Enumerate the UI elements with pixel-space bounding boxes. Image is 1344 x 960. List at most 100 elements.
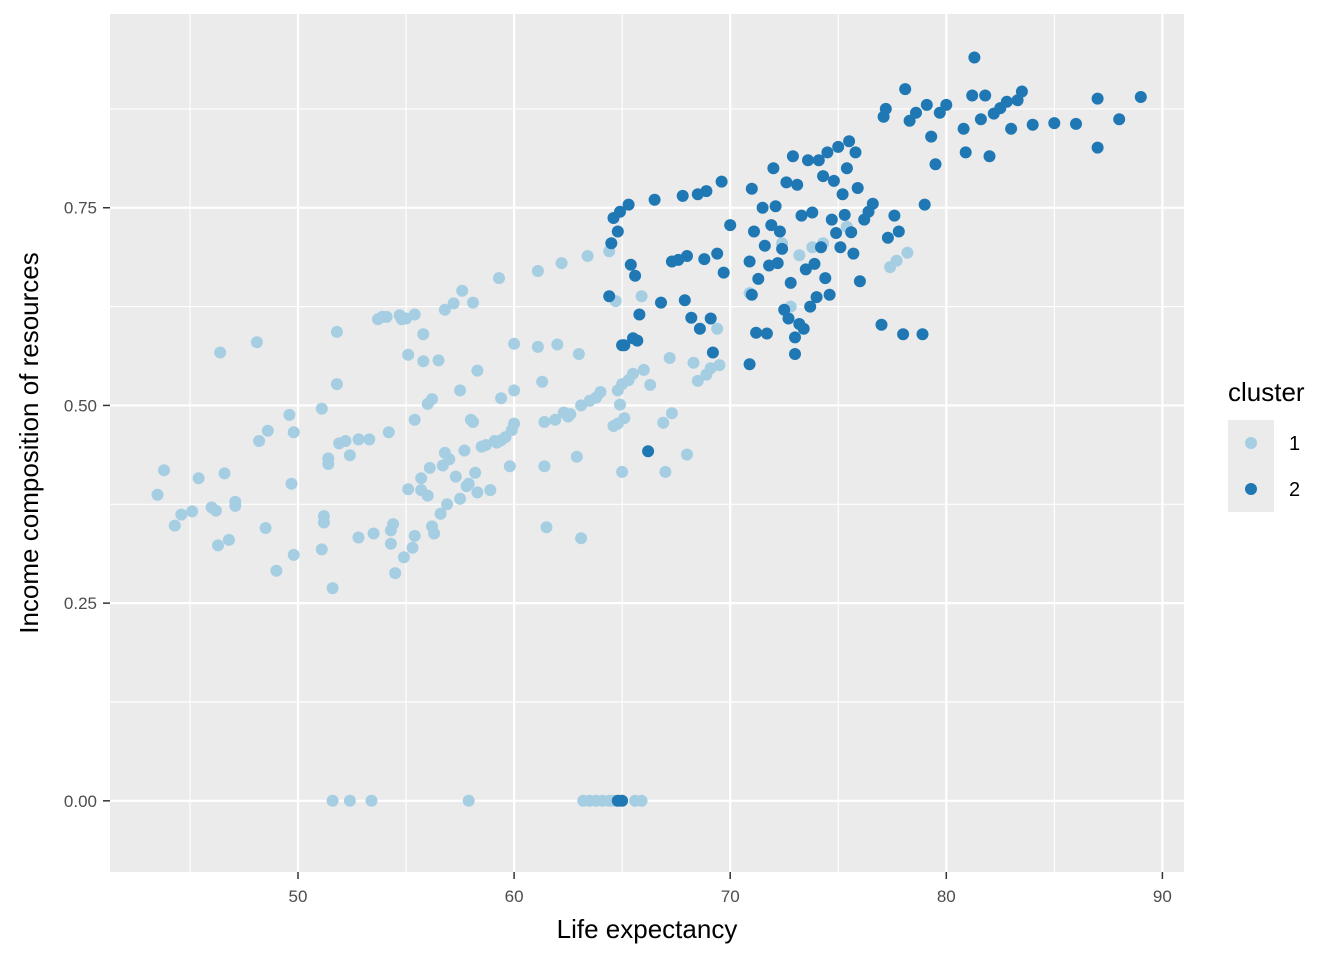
data-point-cluster-1 — [484, 484, 497, 497]
y-tick-label: 0.25 — [64, 594, 97, 613]
data-point-cluster-2 — [910, 106, 922, 119]
data-point-cluster-1 — [229, 495, 242, 508]
data-point-cluster-2 — [1005, 122, 1018, 135]
y-tick-label: 0.00 — [64, 792, 97, 811]
data-point-cluster-1 — [663, 352, 676, 364]
data-point-cluster-2 — [983, 150, 996, 163]
data-point-cluster-1 — [417, 355, 430, 368]
data-point-cluster-1 — [212, 539, 224, 552]
x-axis-title: Life expectancy — [557, 914, 738, 944]
data-point-cluster-1 — [417, 328, 430, 341]
data-point-cluster-1 — [250, 336, 263, 349]
data-point-cluster-1 — [408, 413, 421, 426]
data-point-cluster-1 — [572, 348, 585, 360]
x-tick-label: 80 — [937, 887, 956, 906]
data-point-cluster-1 — [402, 348, 415, 361]
data-point-cluster-1 — [493, 272, 505, 285]
data-point-cluster-1 — [564, 408, 577, 421]
data-point-cluster-2 — [925, 130, 938, 143]
data-point-cluster-2 — [611, 225, 624, 238]
y-tick-label: 0.75 — [64, 199, 97, 218]
data-point-cluster-1 — [186, 505, 199, 518]
data-point-cluster-1 — [441, 498, 454, 511]
data-point-cluster-2 — [681, 250, 693, 262]
data-point-cluster-1 — [531, 265, 544, 277]
data-point-cluster-2 — [897, 328, 910, 341]
data-point-cluster-2 — [825, 213, 838, 226]
data-point-cluster-1 — [644, 378, 657, 391]
data-point-cluster-1 — [549, 413, 562, 426]
data-point-cluster-2 — [614, 205, 626, 218]
data-point-cluster-1 — [343, 449, 356, 462]
data-point-cluster-2 — [771, 257, 784, 270]
data-point-cluster-2 — [676, 189, 689, 202]
major-gridlines — [110, 14, 1184, 872]
data-point-cluster-1 — [343, 794, 356, 807]
data-point-cluster-1 — [315, 402, 328, 415]
data-point-cluster-1 — [555, 257, 568, 270]
data-point-cluster-2 — [929, 158, 942, 171]
data-point-cluster-2 — [706, 346, 719, 359]
data-point-cluster-1 — [467, 296, 479, 309]
data-point-cluster-1 — [471, 364, 484, 377]
data-point-cluster-2 — [678, 294, 691, 307]
y-axis: 0.00 0.25 0.50 0.75 — [64, 199, 110, 811]
data-point-cluster-2 — [603, 290, 616, 303]
data-point-cluster-1 — [793, 249, 806, 262]
data-point-cluster-2 — [743, 358, 756, 371]
data-point-cluster-1 — [618, 412, 631, 425]
data-point-cluster-1 — [627, 367, 639, 380]
data-point-cluster-1 — [438, 303, 451, 316]
data-point-cluster-2 — [616, 794, 629, 807]
data-point-cluster-2 — [791, 178, 804, 191]
data-point-cluster-2 — [853, 275, 866, 288]
data-point-cluster-1 — [259, 522, 272, 534]
data-point-cluster-2 — [633, 308, 646, 321]
data-point-cluster-1 — [380, 310, 393, 323]
data-point-cluster-2 — [789, 348, 801, 360]
data-point-cluster-2 — [802, 154, 814, 167]
data-point-cluster-1 — [594, 386, 607, 398]
data-point-cluster-1 — [681, 448, 693, 461]
data-point-cluster-2 — [1070, 117, 1082, 130]
data-point-cluster-1 — [531, 340, 544, 353]
data-point-cluster-1 — [209, 504, 222, 517]
data-point-cluster-2 — [715, 175, 728, 188]
data-point-cluster-1 — [495, 392, 508, 405]
data-point-cluster-2 — [789, 331, 801, 344]
data-point-cluster-2 — [808, 257, 821, 270]
legend-title: cluster — [1228, 377, 1305, 407]
data-point-cluster-2 — [847, 247, 860, 260]
data-point-cluster-2 — [748, 225, 760, 238]
data-point-cluster-2 — [940, 98, 953, 111]
data-point-cluster-1 — [536, 375, 549, 388]
data-point-cluster-1 — [387, 518, 400, 531]
data-point-cluster-2 — [810, 291, 823, 304]
data-point-cluster-1 — [326, 794, 339, 807]
y-tick-label: 0.50 — [64, 396, 97, 415]
data-point-cluster-2 — [745, 288, 758, 301]
data-point-cluster-1 — [261, 424, 274, 437]
data-point-cluster-2 — [1091, 92, 1104, 105]
data-point-cluster-1 — [421, 489, 434, 502]
data-point-cluster-2 — [916, 328, 929, 341]
data-point-cluster-1 — [540, 521, 553, 534]
data-point-cluster-1 — [637, 363, 650, 376]
data-point-cluster-1 — [175, 508, 188, 521]
data-point-cluster-2 — [851, 182, 864, 194]
data-point-cluster-2 — [838, 208, 851, 221]
data-point-cluster-2 — [780, 176, 793, 189]
data-point-cluster-2 — [888, 209, 901, 222]
data-point-cluster-1 — [635, 290, 648, 303]
legend-label-2: 2 — [1289, 479, 1300, 501]
data-point-cluster-2 — [968, 51, 981, 64]
data-point-cluster-2 — [881, 231, 894, 244]
data-point-cluster-2 — [1000, 95, 1013, 108]
data-point-cluster-1 — [326, 582, 339, 595]
data-point-cluster-1 — [151, 488, 164, 501]
data-point-cluster-2 — [845, 226, 858, 239]
data-point-cluster-2 — [743, 255, 756, 268]
data-point-cluster-2 — [843, 135, 856, 148]
data-point-cluster-1 — [287, 426, 300, 439]
